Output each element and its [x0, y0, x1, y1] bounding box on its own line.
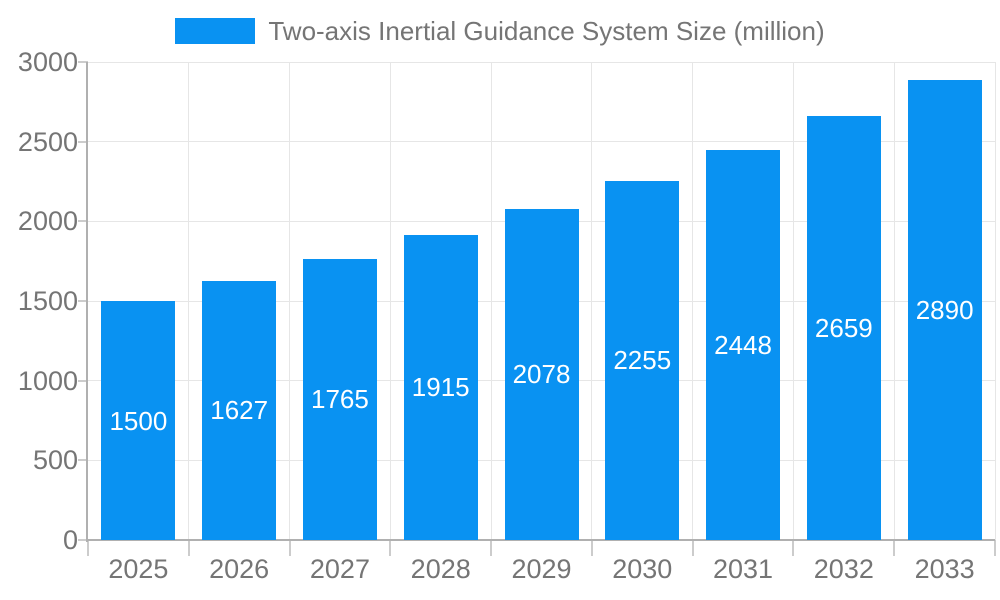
x-axis-tick: [87, 540, 89, 556]
bar: 2890: [907, 79, 982, 540]
bar: 2659: [806, 116, 881, 540]
x-axis-tick: [389, 540, 392, 556]
x-axis-tick-label: 2031: [713, 554, 774, 584]
x-axis-tick-label: 2028: [410, 554, 471, 584]
x-axis-tick-label: 2030: [612, 554, 673, 584]
bar-value-label: 1765: [311, 384, 369, 415]
v-gridline: [792, 62, 794, 540]
y-axis-tick: [78, 300, 88, 302]
bar-value-label: 1627: [210, 395, 269, 426]
x-axis-tick-label: 2033: [914, 554, 975, 584]
bar: 1915: [403, 234, 478, 540]
bar-value-label: 1915: [411, 372, 470, 403]
bar-value-label: 2078: [512, 359, 571, 390]
y-axis-tick-label: 0: [62, 525, 78, 555]
y-axis-tick-label: 2500: [17, 126, 78, 157]
x-axis-tick: [893, 540, 896, 556]
x-axis-tick-label: 2032: [813, 554, 874, 584]
v-gridline: [389, 62, 391, 540]
x-axis-line: [86, 539, 995, 541]
bar: 1627: [202, 280, 277, 540]
v-gridline: [994, 62, 996, 540]
y-axis-tick-label: 3000: [17, 47, 78, 77]
v-gridline: [188, 62, 190, 540]
x-axis-tick: [792, 540, 795, 556]
y-axis-tick-label: 1000: [17, 365, 78, 396]
y-axis-tick-label: 1500: [17, 286, 78, 316]
x-axis-tick: [187, 540, 190, 556]
h-gridline: [88, 141, 995, 143]
bar: 1765: [302, 258, 377, 540]
bar: 1500: [101, 301, 176, 540]
v-gridline: [893, 62, 895, 540]
bar-value-label: 1500: [109, 405, 168, 436]
y-axis-line: [86, 62, 88, 542]
bar: 2078: [504, 208, 579, 540]
y-axis-tick: [78, 220, 88, 223]
legend-swatch: [175, 18, 256, 44]
v-gridline: [692, 62, 694, 540]
v-gridline: [591, 62, 593, 540]
y-axis-tick: [78, 459, 88, 462]
legend-label: Two-axis Inertial Guidance System Size (…: [268, 16, 825, 46]
bar-value-label: 2255: [613, 345, 672, 376]
y-axis-tick: [78, 379, 88, 382]
x-axis-tick: [994, 540, 996, 556]
y-axis-tick: [78, 61, 88, 63]
bar: 2255: [605, 180, 680, 540]
h-gridline: [88, 61, 995, 63]
x-axis-tick-label: 2026: [209, 554, 270, 584]
v-gridline: [289, 62, 291, 540]
v-gridline: [490, 62, 492, 540]
chart-legend: Two-axis Inertial Guidance System Size (…: [0, 16, 1000, 46]
bar-value-label: 2448: [714, 329, 772, 360]
y-axis-tick: [78, 539, 88, 541]
bar: 2448: [706, 149, 781, 540]
y-axis-tick-label: 2000: [17, 206, 78, 237]
x-axis-tick: [691, 540, 694, 556]
x-axis-tick-label: 2029: [511, 554, 572, 584]
bar-value-label: 2890: [915, 294, 974, 325]
x-axis-tick: [288, 540, 291, 556]
bar-value-label: 2659: [814, 313, 873, 344]
x-axis-tick: [590, 540, 593, 556]
y-axis-tick: [78, 140, 88, 143]
x-axis-tick-label: 2025: [108, 554, 169, 584]
x-axis-tick-label: 2027: [309, 554, 370, 584]
y-axis-tick-label: 500: [32, 445, 78, 476]
x-axis-tick: [490, 540, 493, 556]
